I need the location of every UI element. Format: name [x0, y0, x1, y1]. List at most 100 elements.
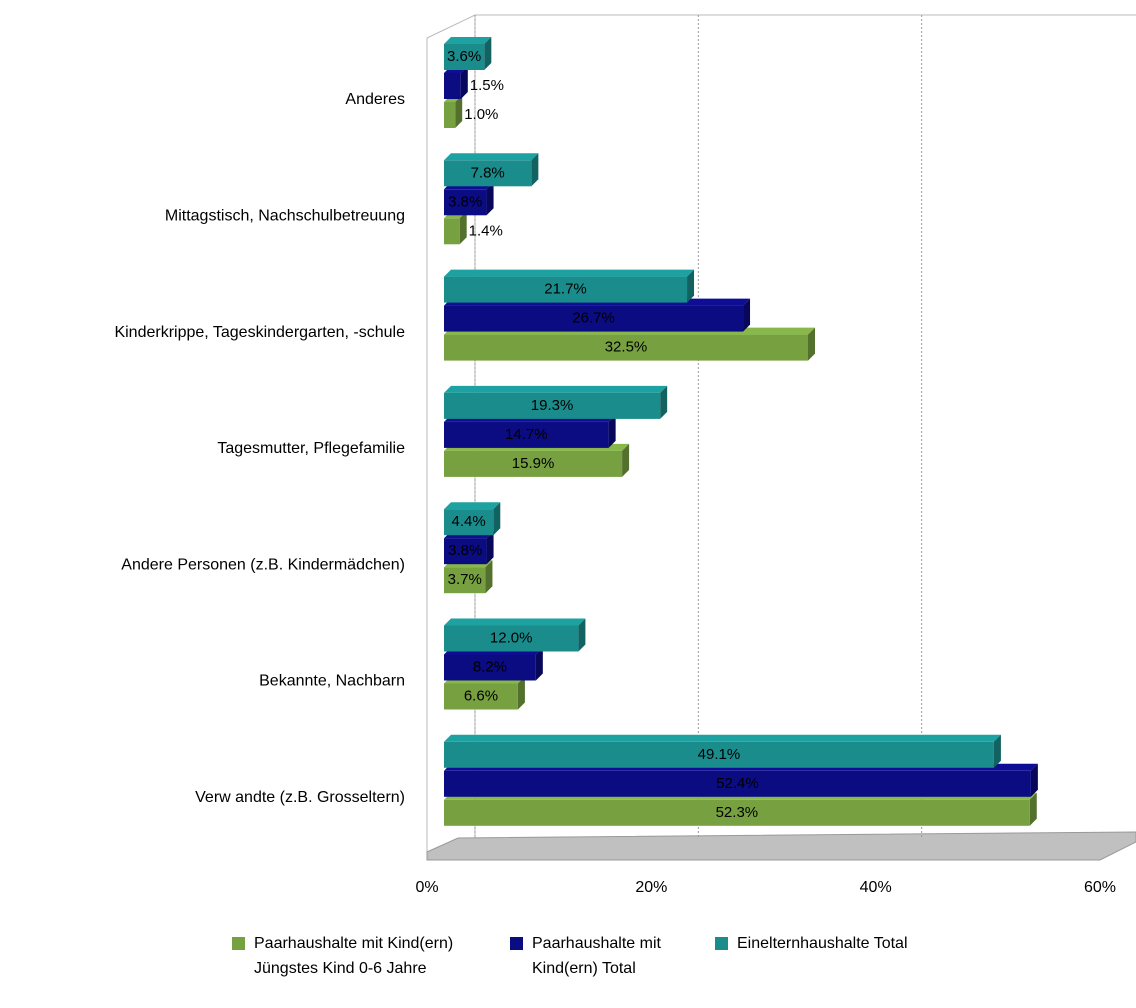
- bar-front: [444, 450, 623, 477]
- bar-front: [444, 625, 579, 652]
- bar-front: [444, 538, 487, 565]
- legend-label: Paarhaushalte mit Kind(ern) Total: [532, 935, 661, 977]
- bar-side: [993, 734, 1001, 768]
- bar-front: [444, 770, 1031, 797]
- value-label: 15.9%: [512, 455, 555, 472]
- bar-front: [444, 189, 487, 216]
- value-label: 7.8%: [471, 164, 505, 181]
- bar: [444, 618, 586, 652]
- bar-side: [622, 443, 630, 477]
- value-label: 6.6%: [464, 687, 498, 704]
- bar-front: [444, 799, 1030, 826]
- value-label: 12.0%: [490, 629, 533, 646]
- bar-top: [444, 153, 539, 161]
- bar-front: [444, 392, 661, 419]
- value-label: 1.0%: [464, 106, 498, 123]
- bar-front: [444, 509, 494, 536]
- category-label: Anderes: [345, 91, 405, 108]
- category-label: Kinderkrippe, Tageskindergarten, -schule: [114, 324, 405, 341]
- bar: [444, 95, 463, 128]
- bar-front: [444, 741, 994, 768]
- bar-front: [444, 334, 808, 361]
- bar-side: [484, 37, 492, 70]
- bar-front: [444, 102, 456, 128]
- bar-top: [444, 37, 492, 44]
- value-label: 3.6%: [447, 48, 481, 65]
- bar-side: [687, 269, 695, 303]
- value-label: 19.3%: [531, 397, 574, 414]
- value-label: 52.3%: [716, 804, 759, 821]
- bar-front: [444, 654, 536, 681]
- bar-top: [444, 502, 501, 510]
- bar-side: [455, 95, 463, 128]
- value-label: 52.4%: [716, 775, 759, 792]
- x-tick-label: 60%: [1084, 879, 1116, 896]
- category-label: Tagesmutter, Pflegefamilie: [217, 440, 405, 457]
- value-label: 49.1%: [698, 746, 741, 763]
- legend-swatch: [510, 937, 523, 950]
- bar: [444, 211, 467, 245]
- bar-side: [485, 560, 493, 594]
- bar-top: [444, 385, 668, 393]
- legend-item: Einelternhaushalte Total: [715, 931, 975, 956]
- value-label: 1.4%: [469, 222, 503, 239]
- bar-side: [486, 182, 494, 216]
- value-label: 14.7%: [505, 426, 548, 443]
- legend-label: Paarhaushalte mit Kind(ern) Jüngstes Kin…: [254, 935, 454, 977]
- value-label: 3.8%: [448, 193, 482, 210]
- value-label: 32.5%: [605, 339, 648, 356]
- value-label: 21.7%: [544, 281, 587, 298]
- value-label: 3.7%: [448, 571, 482, 588]
- bar-side: [743, 298, 751, 332]
- category-label: Mittagstisch, Nachschulbetreuung: [165, 208, 405, 225]
- value-label: 3.8%: [448, 542, 482, 559]
- value-label: 1.5%: [470, 77, 504, 94]
- floor: [426, 831, 1136, 861]
- bar-side: [578, 618, 586, 652]
- bar: [444, 37, 492, 70]
- legend-item: Paarhaushalte mit Kind(ern) Jüngstes Kin…: [232, 931, 492, 981]
- bar: [444, 269, 695, 303]
- legend-label: Einelternhaushalte Total: [737, 935, 908, 952]
- bar-top: [444, 734, 1001, 742]
- bar-top: [444, 269, 695, 277]
- category-label: Verw andte (z.B. Grosseltern): [195, 789, 405, 806]
- bar-front: [444, 44, 485, 70]
- bar-side: [1030, 763, 1038, 797]
- value-label: 8.2%: [473, 658, 507, 675]
- bar: [444, 734, 1001, 768]
- x-tick-label: 40%: [860, 879, 892, 896]
- bar-front: [444, 218, 460, 245]
- legend-swatch: [715, 937, 728, 950]
- bar-side: [486, 531, 494, 565]
- category-label: Andere Personen (z.B. Kindermädchen): [121, 556, 405, 573]
- legend-swatch: [232, 937, 245, 950]
- bar-top: [444, 618, 586, 626]
- bar-side: [460, 66, 468, 99]
- bar-side: [660, 385, 668, 419]
- bar-front: [444, 73, 461, 99]
- category-label: Bekannte, Nachbarn: [259, 673, 405, 690]
- bar-side: [531, 153, 539, 187]
- bar-side: [493, 502, 501, 536]
- bar-side: [517, 676, 525, 710]
- bar-side: [1029, 792, 1037, 826]
- bar-front: [444, 305, 744, 332]
- value-label: 4.4%: [452, 513, 486, 530]
- bar-front: [444, 567, 486, 594]
- bar-side: [459, 211, 467, 245]
- bar-side: [808, 327, 815, 361]
- bar: [444, 153, 539, 187]
- x-tick-label: 0%: [415, 879, 438, 896]
- bar-front: [444, 276, 688, 303]
- bar-side: [535, 647, 543, 681]
- bar: [444, 385, 668, 419]
- bar-front: [444, 683, 518, 710]
- bar-front: [444, 160, 532, 187]
- legend-item: Paarhaushalte mit Kind(ern) Total: [510, 931, 700, 981]
- value-label: 26.7%: [572, 310, 615, 327]
- x-tick-label: 20%: [635, 879, 667, 896]
- bar: [444, 66, 468, 99]
